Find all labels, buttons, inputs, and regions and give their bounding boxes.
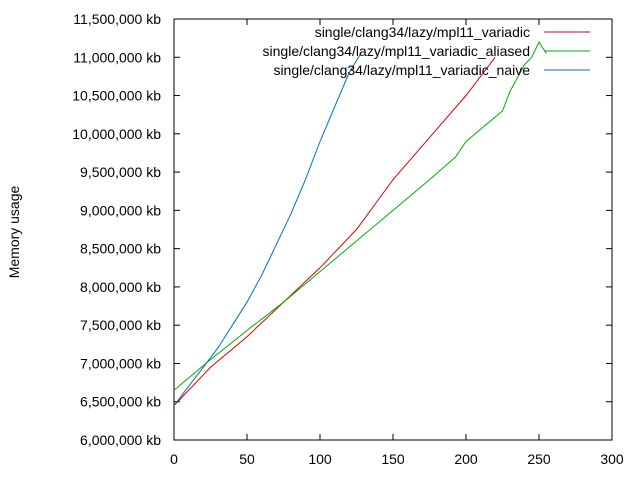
y-axis-title: Memory usage — [6, 185, 22, 278]
series-line-2 — [173, 40, 547, 391]
plot-frame — [173, 18, 613, 441]
series-line-1 — [173, 56, 496, 406]
legend-label-1: single/clang34/lazy/mpl11_variadic — [315, 24, 530, 40]
series-lines — [173, 40, 547, 406]
y-tick-label: 10,000,000 kb — [72, 126, 161, 142]
y-tick-label: 7,500,000 kb — [80, 317, 161, 333]
y-tick-label: 7,000,000 kb — [80, 355, 161, 371]
legend: single/clang34/lazy/mpl11_variadicsingle… — [263, 24, 590, 78]
legend-label-2: single/clang34/lazy/mpl11_variadic_alias… — [263, 43, 530, 59]
x-tick-label: 0 — [170, 451, 178, 467]
y-tick-label: 6,000,000 kb — [80, 432, 161, 448]
series-line-3 — [173, 53, 362, 406]
x-axis: 0 50 100 150 200 250 300 — [170, 19, 624, 467]
y-tick-label: 10,500,000 kb — [72, 88, 161, 104]
y-tick-label: 11,500,000 kb — [73, 11, 161, 27]
x-tick-label: 150 — [381, 451, 405, 467]
x-tick-label: 250 — [527, 451, 551, 467]
x-tick-label: 200 — [454, 451, 478, 467]
y-tick-label: 8,000,000 kb — [80, 279, 161, 295]
y-tick-label: 6,500,000 kb — [80, 394, 161, 410]
x-tick-label: 50 — [239, 451, 255, 467]
y-tick-label: 9,000,000 kb — [80, 202, 161, 218]
x-tick-label: 100 — [308, 451, 332, 467]
y-tick-label: 8,500,000 kb — [80, 241, 161, 257]
x-tick-label: 300 — [600, 451, 624, 467]
y-tick-label: 11,000,000 kb — [73, 49, 161, 65]
legend-label-3: single/clang34/lazy/mpl11_variadic_naive — [273, 62, 530, 78]
y-tick-label: 9,500,000 kb — [80, 164, 161, 180]
y-axis: 6,000,000 kb 6,500,000 kb 7,000,000 kb 7,50… — [72, 11, 612, 448]
